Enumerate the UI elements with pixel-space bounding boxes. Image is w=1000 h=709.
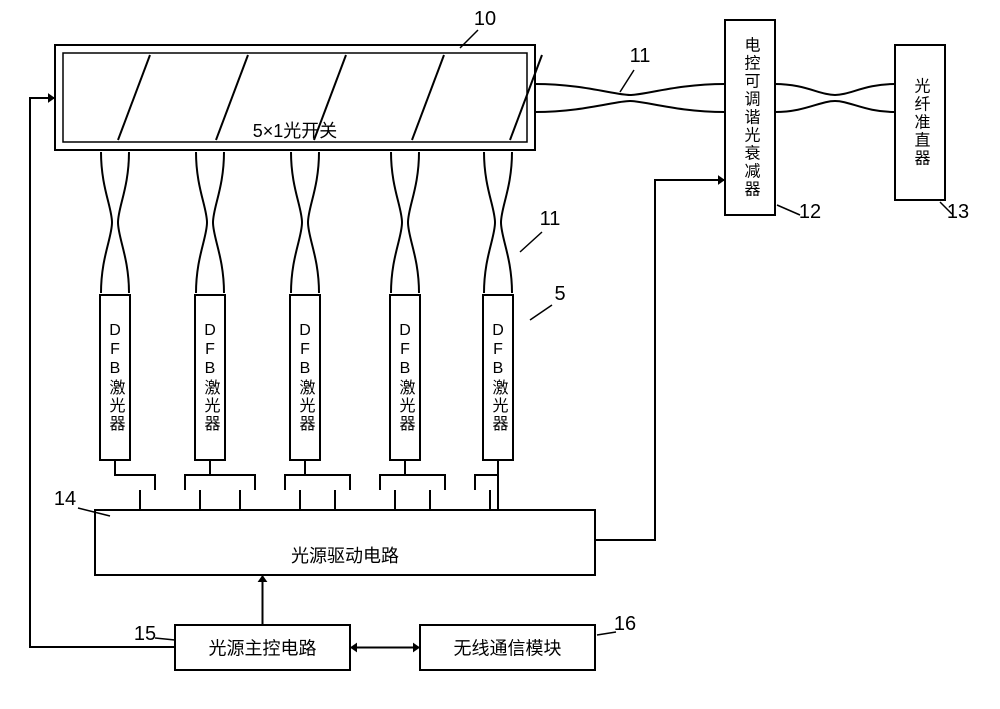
mirror-line	[510, 55, 542, 140]
edge-laser-port	[305, 460, 350, 490]
dfb-laser-label: DFB激光器	[297, 322, 316, 433]
ref-number: 11	[540, 208, 561, 230]
edge-laser-port	[115, 460, 155, 490]
dfb-laser-label: DFB激光器	[202, 322, 221, 433]
dfb-laser-label: DFB激光器	[107, 322, 126, 433]
driver-port	[335, 490, 395, 510]
edge-laser-port	[475, 460, 498, 490]
ref-leader	[620, 70, 634, 92]
ref-number: 12	[799, 201, 821, 223]
edge-laser-port	[380, 460, 405, 490]
mirror-line	[412, 55, 444, 140]
driver-port	[240, 490, 300, 510]
edge-laser-port	[405, 460, 445, 490]
ref-number: 13	[947, 201, 969, 223]
controller-label: 光源主控电路	[209, 638, 317, 658]
edge-laser-port	[185, 460, 210, 490]
mirror-line	[216, 55, 248, 140]
ref-leader	[520, 232, 542, 252]
mirror-line	[118, 55, 150, 140]
ref-number: 15	[134, 623, 156, 645]
optical-switch-label: 5×1光开关	[253, 121, 338, 141]
attenuator-label: 电控可调谐光衰减器	[742, 37, 761, 199]
ref-leader	[777, 205, 800, 215]
ref-number: 5	[554, 283, 565, 305]
edge-laser-port	[210, 460, 255, 490]
ref-leader	[155, 638, 175, 640]
ref-number: 11	[630, 45, 651, 67]
collimator-label: 光纤准直器	[912, 78, 931, 168]
ref-number: 16	[614, 613, 636, 635]
driver-port	[140, 490, 200, 510]
ref-number: 14	[54, 488, 76, 510]
wireless-label: 无线通信模块	[454, 638, 562, 658]
ref-number: 10	[474, 8, 496, 30]
dfb-laser-label: DFB激光器	[397, 322, 416, 433]
edge-laser-port	[285, 460, 305, 490]
driver-label: 光源驱动电路	[291, 546, 399, 566]
edge-controller-switch	[30, 98, 175, 647]
ref-leader	[530, 305, 552, 320]
edge-driver-attenuator	[595, 180, 725, 540]
driver-port	[430, 490, 490, 510]
dfb-laser-label: DFB激光器	[490, 322, 509, 433]
